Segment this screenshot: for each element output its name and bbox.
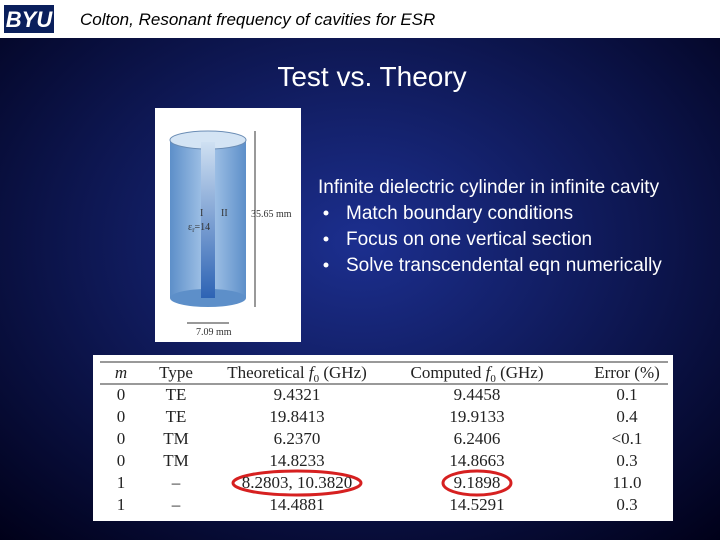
table-cell: 6.2406 [454, 429, 501, 448]
table-cell: 9.4458 [454, 385, 501, 404]
column-header: Computed f0 (GHz) [411, 363, 544, 385]
logo-text: BYU [6, 7, 54, 32]
table-cell: 19.8413 [269, 407, 324, 426]
table-cell: 0.1 [616, 385, 637, 404]
table-cell: 14.8663 [449, 451, 504, 470]
bullet-text: Solve transcendental eqn numerically [346, 255, 662, 276]
table-cell: 0 [117, 385, 126, 404]
table-cell: 0 [117, 429, 126, 448]
highlight [441, 469, 513, 497]
table-bg [93, 355, 673, 521]
highlight [231, 469, 363, 497]
table-cell: 1 [117, 495, 126, 514]
table-cell: <0.1 [612, 429, 643, 448]
table-cell: 1 [117, 473, 126, 492]
table-cell: TM [163, 429, 189, 448]
table-cell: 0.4 [616, 407, 638, 426]
slide-title: Test vs. Theory [277, 61, 466, 92]
table-cell: 0.3 [616, 495, 637, 514]
header-title: Colton, Resonant frequency of cavities f… [80, 10, 435, 29]
column-header: m [115, 363, 127, 382]
bullet-dot [323, 210, 329, 216]
lead-text: Infinite dielectric cylinder in infinite… [318, 177, 660, 198]
height-label: 35.65 mm [251, 209, 292, 220]
column-header: Type [159, 363, 193, 382]
table-cell: 14.4881 [269, 495, 324, 514]
table-cell: 8.2803, 10.3820 [242, 473, 353, 492]
bullet-text: Match boundary conditions [346, 203, 573, 224]
table-cell: 0.3 [616, 451, 637, 470]
table-cell: 0 [117, 407, 126, 426]
table-cell: 19.9133 [449, 407, 504, 426]
bullet-dot [323, 262, 329, 268]
table-cell: TE [166, 385, 187, 404]
width-label: 7.09 mm [196, 327, 232, 338]
logo [4, 5, 54, 33]
table-cell: 6.2370 [274, 429, 321, 448]
region-label: II [221, 208, 228, 219]
table-cell: 9.4321 [274, 385, 321, 404]
bullet-dot [323, 236, 329, 242]
text-block: Infinite dielectric cylinder in infinite… [318, 177, 662, 276]
permittivity: εr=14 [188, 222, 210, 234]
table-cell: TE [166, 407, 187, 426]
header-bar [0, 0, 720, 38]
figure: I II εr=14 35.65 mm 7.09 mm [155, 108, 301, 342]
table-cell: 11.0 [612, 473, 641, 492]
column-header: Error (%) [594, 363, 660, 382]
table-cell: 14.5291 [449, 495, 504, 514]
table-cell: 14.8233 [269, 451, 324, 470]
table-cell: 9.1898 [454, 473, 501, 492]
table-cell: 0 [117, 451, 126, 470]
bullet-text: Focus on one vertical section [346, 229, 592, 250]
table: m Type Theoretical f0 (GHz) Computed f0 (GH… [100, 361, 668, 514]
column-header: Theoretical f0 (GHz) [227, 363, 367, 385]
table-cell: – [171, 495, 181, 514]
dielectric [201, 142, 215, 298]
table-cell: – [171, 473, 181, 492]
region-label: I [200, 208, 203, 219]
table-cell: TM [163, 451, 189, 470]
